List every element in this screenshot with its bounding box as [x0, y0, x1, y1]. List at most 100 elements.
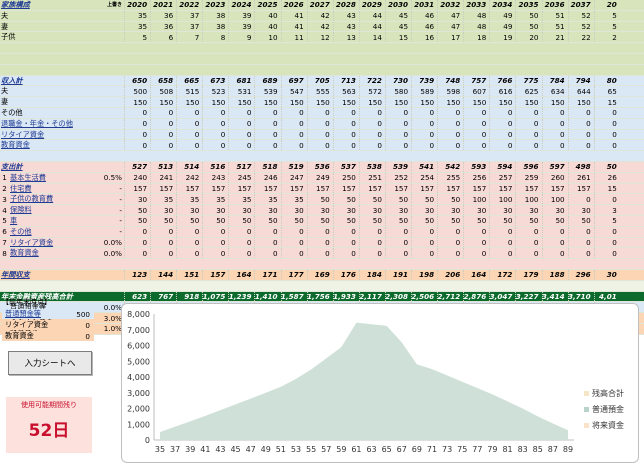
year-cell[interactable]: 41 — [280, 21, 307, 32]
year-cell[interactable]: 43 — [332, 21, 359, 32]
rate-value[interactable]: 0.5% — [103, 173, 122, 183]
year-cell[interactable]: 42 — [306, 21, 333, 32]
rate-value[interactable]: 0.0% — [103, 248, 122, 258]
year-cell: 157 — [463, 183, 489, 194]
year-cell[interactable]: 50 — [515, 10, 541, 21]
year-cell: 0 — [593, 118, 620, 129]
year-cell[interactable]: 37 — [176, 10, 202, 21]
year-cell[interactable]: 49 — [489, 21, 515, 32]
year-cell[interactable]: 38 — [202, 21, 228, 32]
year-cell[interactable]: 36 — [150, 10, 176, 21]
year-cell[interactable]: 51 — [541, 21, 568, 32]
year-cell: 0 — [202, 140, 228, 151]
year-cell[interactable]: 16 — [411, 32, 437, 43]
year-cell[interactable]: 12 — [306, 32, 333, 43]
year-cell[interactable]: 52 — [567, 21, 594, 32]
year-cell[interactable]: 38 — [202, 10, 228, 21]
rate-value[interactable]: 1.0% — [103, 324, 122, 334]
year-cell: 50 — [228, 216, 254, 226]
year-cell: 0 — [202, 248, 228, 259]
year-cell[interactable]: 48 — [463, 10, 489, 21]
year-cell[interactable]: 5 — [124, 32, 150, 43]
x-tick-label: 69 — [412, 445, 422, 454]
year-cell[interactable]: 14 — [358, 32, 385, 43]
year-cell[interactable]: 18 — [463, 32, 489, 43]
balance-chart[interactable]: 8,000 7,000 6,000 5,000 4,000 3,000 2,000 1,000… — [121, 303, 639, 463]
year-cell[interactable]: 37 — [176, 21, 202, 32]
year-cell[interactable]: 40 — [254, 10, 280, 21]
year-cell: 50 — [541, 216, 568, 226]
year-cell: 251 — [358, 172, 385, 183]
year-cell[interactable]: 45 — [384, 10, 411, 21]
year-cell: 250 — [332, 172, 359, 183]
year-cell[interactable]: 35 — [124, 21, 150, 32]
year-cell[interactable]: 22 — [567, 32, 594, 43]
prev-year-row-savings[interactable]: 普通預金等 500 — [2, 309, 94, 319]
year-cell[interactable]: 48 — [463, 21, 489, 32]
year-cell[interactable]: 47 — [437, 21, 463, 32]
input-sheet-button[interactable]: 入力シートへ — [8, 351, 92, 375]
year-cell[interactable]: 6 — [150, 32, 176, 43]
prev-year-row-retire[interactable]: リタイア資金 0 — [2, 320, 94, 330]
x-tick-label: 45 — [230, 445, 240, 454]
year-cell: 2032 — [437, 0, 463, 10]
income-row: リタイア資金 0 0 0 0 0 0 0 0 0 0 0 0 0 0 0 0 0 0 0 — [0, 129, 644, 141]
year-cell: 0 — [332, 118, 359, 129]
year-cell: 580 — [384, 86, 411, 97]
rate-value[interactable]: 3.0% — [103, 313, 122, 323]
year-cell[interactable]: 5 — [593, 21, 620, 32]
year-cell: 0 — [411, 248, 437, 259]
year-cell: 50 — [411, 216, 437, 226]
year-cell[interactable]: 20 — [515, 32, 541, 43]
rate-value[interactable]: - — [119, 227, 122, 237]
year-cell[interactable]: 44 — [358, 10, 385, 21]
year-cell: 0 — [150, 237, 176, 248]
year-cell[interactable]: 17 — [437, 32, 463, 43]
prev-year-row-edu[interactable]: 教育資金 0 — [2, 331, 94, 341]
year-cell: 0 — [176, 237, 202, 248]
rate-value[interactable]: - — [119, 205, 122, 215]
year-cell: 35 — [228, 194, 254, 205]
rate-value[interactable]: 0.0% — [103, 302, 122, 312]
rate-value[interactable]: - — [119, 194, 122, 204]
legend-swatch — [584, 391, 589, 396]
rate-value[interactable]: 0.0% — [103, 237, 122, 247]
year-cell[interactable]: 50 — [515, 21, 541, 32]
year-cell[interactable]: 46 — [411, 10, 437, 21]
year-cell[interactable]: 19 — [489, 32, 515, 43]
year-cell[interactable]: 45 — [384, 21, 411, 32]
rate-value[interactable]: - — [119, 216, 122, 226]
year-cell[interactable]: 39 — [228, 10, 254, 21]
year-cell: 0 — [489, 118, 515, 129]
year-cell[interactable]: 46 — [411, 21, 437, 32]
year-cell[interactable]: 8 — [202, 32, 228, 43]
year-cell[interactable]: 41 — [280, 10, 307, 21]
year-cell[interactable]: 44 — [358, 21, 385, 32]
year-cell[interactable]: 40 — [254, 21, 280, 32]
year-cell[interactable]: 21 — [541, 32, 568, 43]
year-cell[interactable]: 13 — [332, 32, 359, 43]
year-cell[interactable]: 35 — [124, 10, 150, 21]
year-cell: 30 — [254, 205, 280, 215]
year-cell[interactable]: 49 — [489, 10, 515, 21]
year-cell[interactable]: 15 — [384, 32, 411, 43]
year-cell[interactable]: 7 — [176, 32, 202, 43]
year-cell[interactable]: 36 — [150, 21, 176, 32]
year-cell[interactable]: 43 — [332, 10, 359, 21]
year-cell[interactable]: 2 — [593, 32, 620, 43]
year-cell[interactable]: 51 — [541, 10, 568, 21]
year-cell: 0 — [176, 140, 202, 151]
year-cell[interactable]: 42 — [306, 10, 333, 21]
year-cell[interactable]: 5 — [593, 10, 620, 21]
blank-row — [0, 151, 644, 162]
year-cell[interactable]: 47 — [437, 10, 463, 21]
year-cell[interactable]: 52 — [567, 10, 594, 21]
year-cell[interactable]: 11 — [280, 32, 307, 43]
year-cell: 539 — [384, 162, 411, 172]
year-cell[interactable]: 39 — [228, 21, 254, 32]
expense-row: 5 車 -50 50 50 50 50 50 50 50 50 50 50 50 50 50 50 50 50 50 5 — [0, 216, 644, 227]
rate-value[interactable]: - — [119, 183, 122, 193]
year-cell[interactable]: 10 — [254, 32, 280, 43]
year-cell[interactable]: 9 — [228, 32, 254, 43]
